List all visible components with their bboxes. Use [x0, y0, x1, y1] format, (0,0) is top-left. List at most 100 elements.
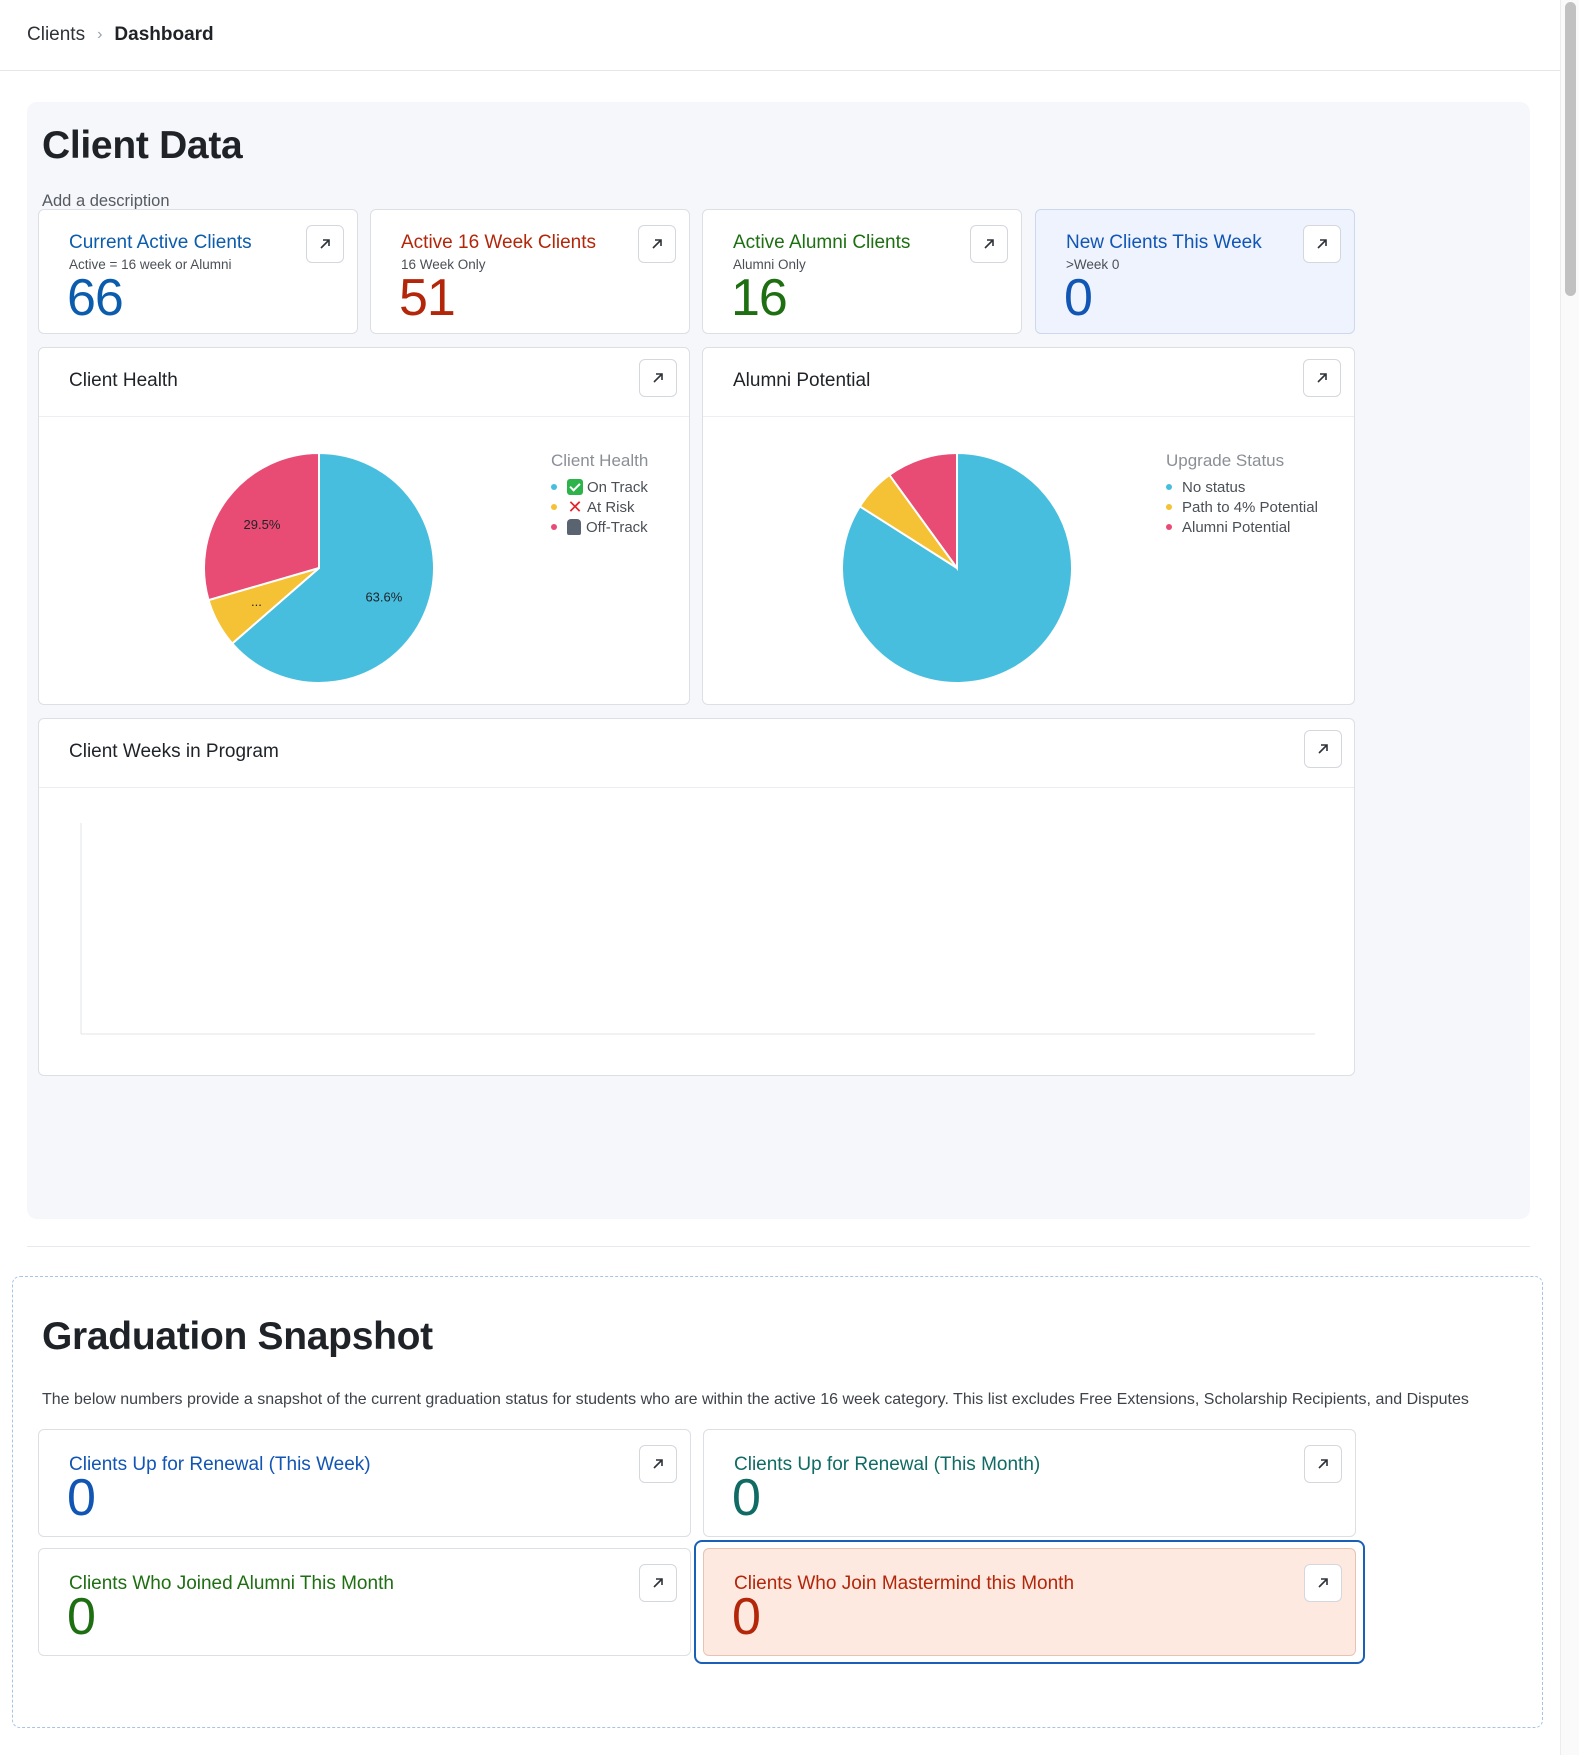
legend-item-no-status[interactable]: No status: [1166, 477, 1318, 497]
snapshot-card-join-mastermind[interactable]: Clients Who Join Mastermind this Month 0: [703, 1548, 1356, 1656]
kpi-subtitle: >Week 0: [1066, 257, 1120, 272]
kpi-card-active-16-week: Active 16 Week Clients 16 Week Only 51: [370, 209, 690, 334]
pie-slice-on-track[interactable]: [230, 451, 435, 684]
kpi-card-current-active: Current Active Clients Active = 16 week …: [38, 209, 358, 334]
open-external-button[interactable]: [1303, 225, 1341, 263]
open-external-button[interactable]: [970, 225, 1008, 263]
legend-dot: [551, 504, 557, 510]
legend-dot: [1166, 504, 1172, 510]
kpi-title: New Clients This Week: [1066, 232, 1262, 253]
page-scrollbar[interactable]: [1560, 0, 1579, 1755]
kpi-title: Active 16 Week Clients: [401, 232, 597, 253]
arrow-up-right-icon: [652, 239, 662, 249]
breadcrumb-clients-link[interactable]: Clients: [27, 24, 86, 45]
arrow-up-right-icon: [984, 239, 994, 249]
arrow-up-right-icon: [653, 1459, 663, 1469]
open-external-button[interactable]: [639, 1564, 677, 1602]
snapshot-title: Clients Up for Renewal (This Month): [734, 1454, 1041, 1475]
kpi-title: Active Alumni Clients: [733, 232, 911, 253]
client-data-section: Client Data Add a description Current Ac…: [27, 102, 1530, 1219]
legend-title: Upgrade Status: [1166, 451, 1285, 470]
breadcrumb-current: Dashboard: [114, 24, 214, 45]
kpi-subtitle: Active = 16 week or Alumni: [69, 257, 232, 272]
kpi-value: 66: [67, 269, 124, 327]
chevron-right-icon: ›: [97, 26, 103, 43]
arrow-up-right-icon: [1317, 239, 1327, 249]
open-external-button[interactable]: [1304, 1564, 1342, 1602]
arrow-up-right-icon: [1318, 1459, 1328, 1469]
legend-dot: [551, 484, 557, 490]
kpi-title: Current Active Clients: [69, 232, 252, 253]
client-weeks-panel: Client Weeks in Program: [38, 718, 1355, 1076]
upgrade-status-legend: Upgrade Status No status Path to 4% Pote…: [1166, 451, 1318, 537]
section-title: Client Data: [42, 124, 243, 167]
kpi-subtitle: 16 Week Only: [401, 257, 486, 272]
legend-title: Client Health: [551, 451, 649, 470]
legend-dot: [1166, 484, 1172, 490]
pie-data-label: 63.6%: [365, 590, 402, 605]
panel-title: Client Weeks in Program: [69, 741, 279, 762]
cross-mark-icon: ✕: [567, 497, 583, 517]
pie-data-label: ...: [251, 594, 262, 609]
panel-divider: [39, 416, 689, 417]
pie-data-label: 29.5%: [244, 517, 281, 532]
legend-item-off-track[interactable]: Off-Track: [551, 517, 648, 537]
snapshot-card-renewal-week: Clients Up for Renewal (This Week) 0: [38, 1429, 691, 1537]
open-external-button[interactable]: [1304, 1445, 1342, 1483]
snapshot-value: 0: [732, 1588, 761, 1646]
panel-title: Client Health: [69, 370, 178, 391]
legend-dot: [1166, 524, 1172, 530]
snapshot-value: 0: [67, 1469, 96, 1527]
client-health-pie-chart: 63.6%... 29.5%: [203, 451, 435, 684]
arrow-up-right-icon: [1317, 373, 1327, 383]
section-description[interactable]: Add a description: [42, 192, 170, 210]
legend-label: Alumni Potential: [1182, 518, 1291, 536]
scrollbar-thumb[interactable]: [1565, 2, 1576, 296]
open-external-button[interactable]: [639, 359, 677, 397]
snapshot-card-renewal-month: Clients Up for Renewal (This Month) 0: [703, 1429, 1356, 1537]
arrow-up-right-icon: [653, 373, 663, 383]
snapshot-card-joined-alumni: Clients Who Joined Alumni This Month 0: [38, 1548, 691, 1656]
weeks-bar-chart-axes: [80, 823, 1315, 1035]
legend-item-alumni-potential[interactable]: Alumni Potential: [1166, 517, 1318, 537]
open-external-button[interactable]: [1304, 730, 1342, 768]
snapshot-value: 0: [67, 1588, 96, 1646]
kpi-subtitle: Alumni Only: [733, 257, 806, 272]
snapshot-value: 0: [732, 1469, 761, 1527]
snapshot-title: Clients Who Join Mastermind this Month: [734, 1573, 1075, 1594]
pie-slice-off-track[interactable]: [203, 451, 320, 602]
legend-item-path-to-4-percent[interactable]: Path to 4% Potential: [1166, 497, 1318, 517]
arrow-up-right-icon: [653, 1578, 663, 1588]
selection-highlight: [694, 1540, 1365, 1664]
arrow-up-right-icon: [1318, 1578, 1328, 1588]
open-external-button[interactable]: [306, 225, 344, 263]
legend-dot: [551, 524, 557, 530]
client-health-panel: Client Health 63.6%... 29.5% Client Healt…: [38, 347, 690, 705]
panel-divider: [39, 787, 1354, 788]
legend-label: Path to 4% Potential: [1182, 498, 1318, 516]
kpi-card-new-this-week: New Clients This Week >Week 0 0: [1035, 209, 1355, 334]
legend-label: No status: [1182, 478, 1246, 496]
check-mark-icon: [567, 479, 583, 495]
train-icon: [567, 519, 581, 535]
section-title: Graduation Snapshot: [42, 1315, 433, 1358]
open-external-button[interactable]: [639, 1445, 677, 1483]
legend-label: Off-Track: [586, 518, 648, 536]
kpi-value: 51: [399, 269, 456, 327]
panel-title: Alumni Potential: [733, 370, 871, 391]
kpi-value: 16: [731, 269, 788, 327]
legend-item-on-track[interactable]: On Track: [551, 477, 648, 497]
kpi-card-active-alumni: Active Alumni Clients Alumni Only 16: [702, 209, 1022, 334]
legend-label: On Track: [587, 478, 648, 496]
open-external-button[interactable]: [638, 225, 676, 263]
alumni-potential-panel: Alumni Potential Upgrade Status No statu…: [702, 347, 1355, 705]
legend-label: At Risk: [587, 498, 635, 516]
open-external-button[interactable]: [1303, 359, 1341, 397]
snapshot-title: Clients Who Joined Alumni This Month: [69, 1573, 394, 1594]
section-divider: [27, 1246, 1530, 1247]
breadcrumb: Clients › Dashboard: [0, 0, 1560, 71]
legend-item-at-risk[interactable]: ✕ At Risk: [551, 497, 648, 517]
pie-slice-alumni-potential[interactable]: [888, 451, 958, 572]
panel-divider: [703, 416, 1354, 417]
snapshot-title: Clients Up for Renewal (This Week): [69, 1454, 371, 1475]
